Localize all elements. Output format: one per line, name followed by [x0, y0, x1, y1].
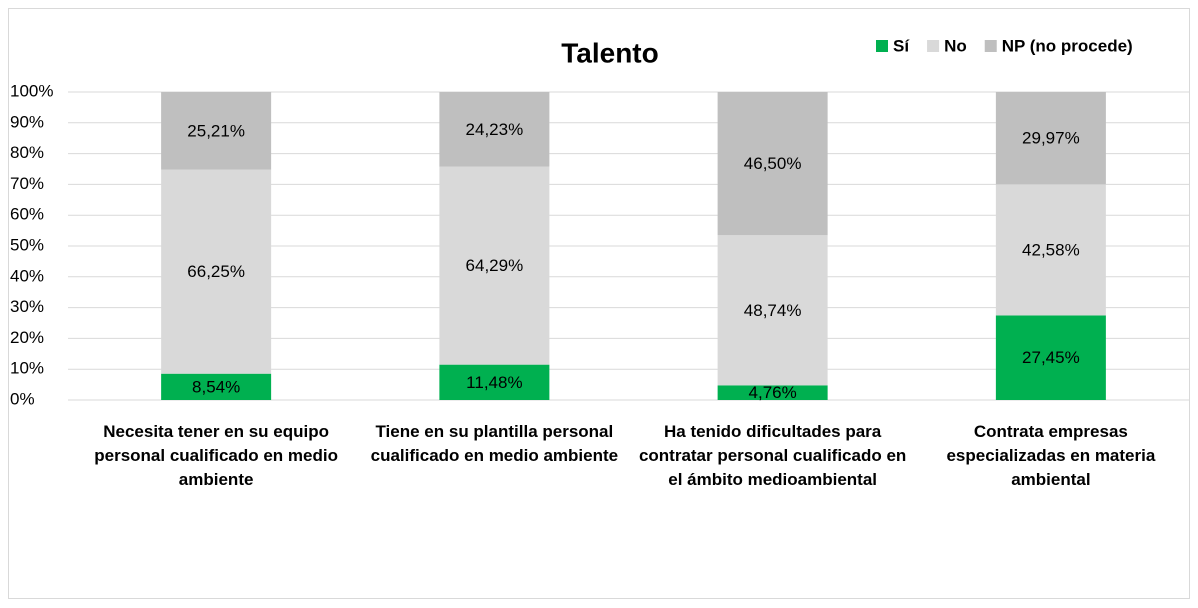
value-label: 64,29%: [466, 256, 524, 275]
bar-segment: [717, 385, 828, 400]
y-tick-label: 40%: [10, 266, 44, 285]
legend-swatch: [984, 40, 997, 52]
value-label: 8,54%: [192, 377, 240, 396]
x-tick-label: Contrata empresas especializadas en mate…: [946, 422, 1156, 489]
y-tick-label: 70%: [10, 174, 44, 193]
legend-label: Sí: [893, 36, 910, 55]
y-tick-label: 0%: [10, 389, 35, 408]
value-label: 42,58%: [1022, 240, 1080, 259]
bar-segment: [161, 169, 272, 374]
bar-segment: [995, 315, 1106, 400]
x-tick-label: Tiene en su plantilla personal cualifica…: [370, 422, 619, 465]
x-tick-label: Necesita tener en su equipo personal cua…: [94, 422, 338, 489]
value-label: 46,50%: [744, 154, 802, 173]
y-tick-label: 60%: [10, 205, 44, 224]
bar-segment: [439, 364, 550, 400]
value-label: 27,45%: [1022, 348, 1080, 367]
legend-label: NP (no procede): [1002, 36, 1133, 55]
bar-segment: [717, 92, 828, 236]
value-label: 24,23%: [466, 120, 524, 139]
y-tick-label: 100%: [10, 81, 53, 100]
bar-segment: [995, 184, 1106, 316]
bar-segment: [439, 166, 550, 365]
legend-swatch: [927, 40, 940, 52]
bar-segment: [161, 92, 272, 170]
bar-segment: [995, 92, 1106, 185]
value-label: 11,48%: [466, 373, 522, 392]
bar-segment: [161, 373, 272, 400]
legend-label: No: [944, 36, 967, 55]
y-tick-label: 50%: [10, 235, 44, 254]
y-tick-label: 30%: [10, 297, 44, 316]
bar-segment: [439, 92, 550, 167]
value-label: 66,25%: [187, 262, 245, 281]
y-tick-label: 90%: [10, 112, 44, 131]
bar-segment: [717, 235, 828, 386]
y-tick-label: 20%: [10, 328, 44, 347]
value-label: 4,76%: [749, 383, 797, 402]
chart-title: Talento: [561, 37, 658, 68]
value-label: 29,97%: [1022, 129, 1080, 148]
value-label: 48,74%: [744, 301, 802, 320]
x-tick-label: Ha tenido dificultades para contratar pe…: [638, 422, 907, 489]
value-label: 25,21%: [187, 121, 245, 140]
y-tick-label: 10%: [10, 359, 44, 378]
y-tick-label: 80%: [10, 143, 44, 162]
legend-swatch: [876, 40, 888, 52]
